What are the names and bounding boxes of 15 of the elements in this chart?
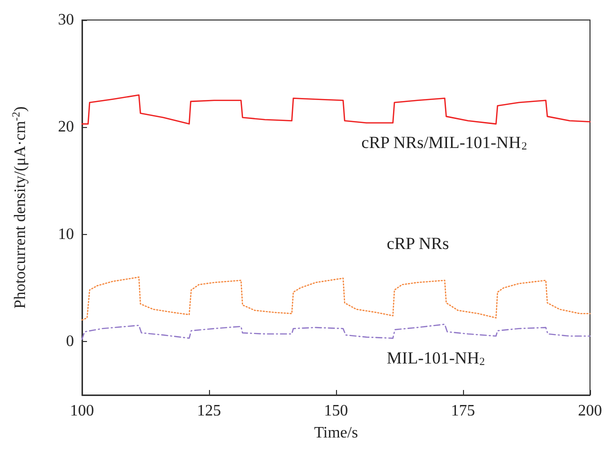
line-series — [81, 276, 591, 321]
x-tick-label: 150 — [324, 402, 348, 420]
series-label: cRP NRs — [386, 234, 450, 254]
y-tick-label: 20 — [58, 118, 74, 136]
x-tick-label: 100 — [70, 402, 94, 420]
y-axis-title: Photocurrent density/(μA·cm-2) — [10, 106, 29, 309]
x-axis-title: Time/s — [314, 424, 358, 442]
x-tick-label: 200 — [578, 402, 602, 420]
y-tick-label: 0 — [66, 332, 74, 350]
y-tick-label: 30 — [58, 12, 74, 28]
line-series — [81, 324, 591, 340]
line-series — [81, 94, 591, 125]
x-tick-label: 125 — [197, 402, 221, 420]
x-tick-label: 175 — [451, 402, 475, 420]
y-tick-label: 10 — [58, 226, 74, 243]
